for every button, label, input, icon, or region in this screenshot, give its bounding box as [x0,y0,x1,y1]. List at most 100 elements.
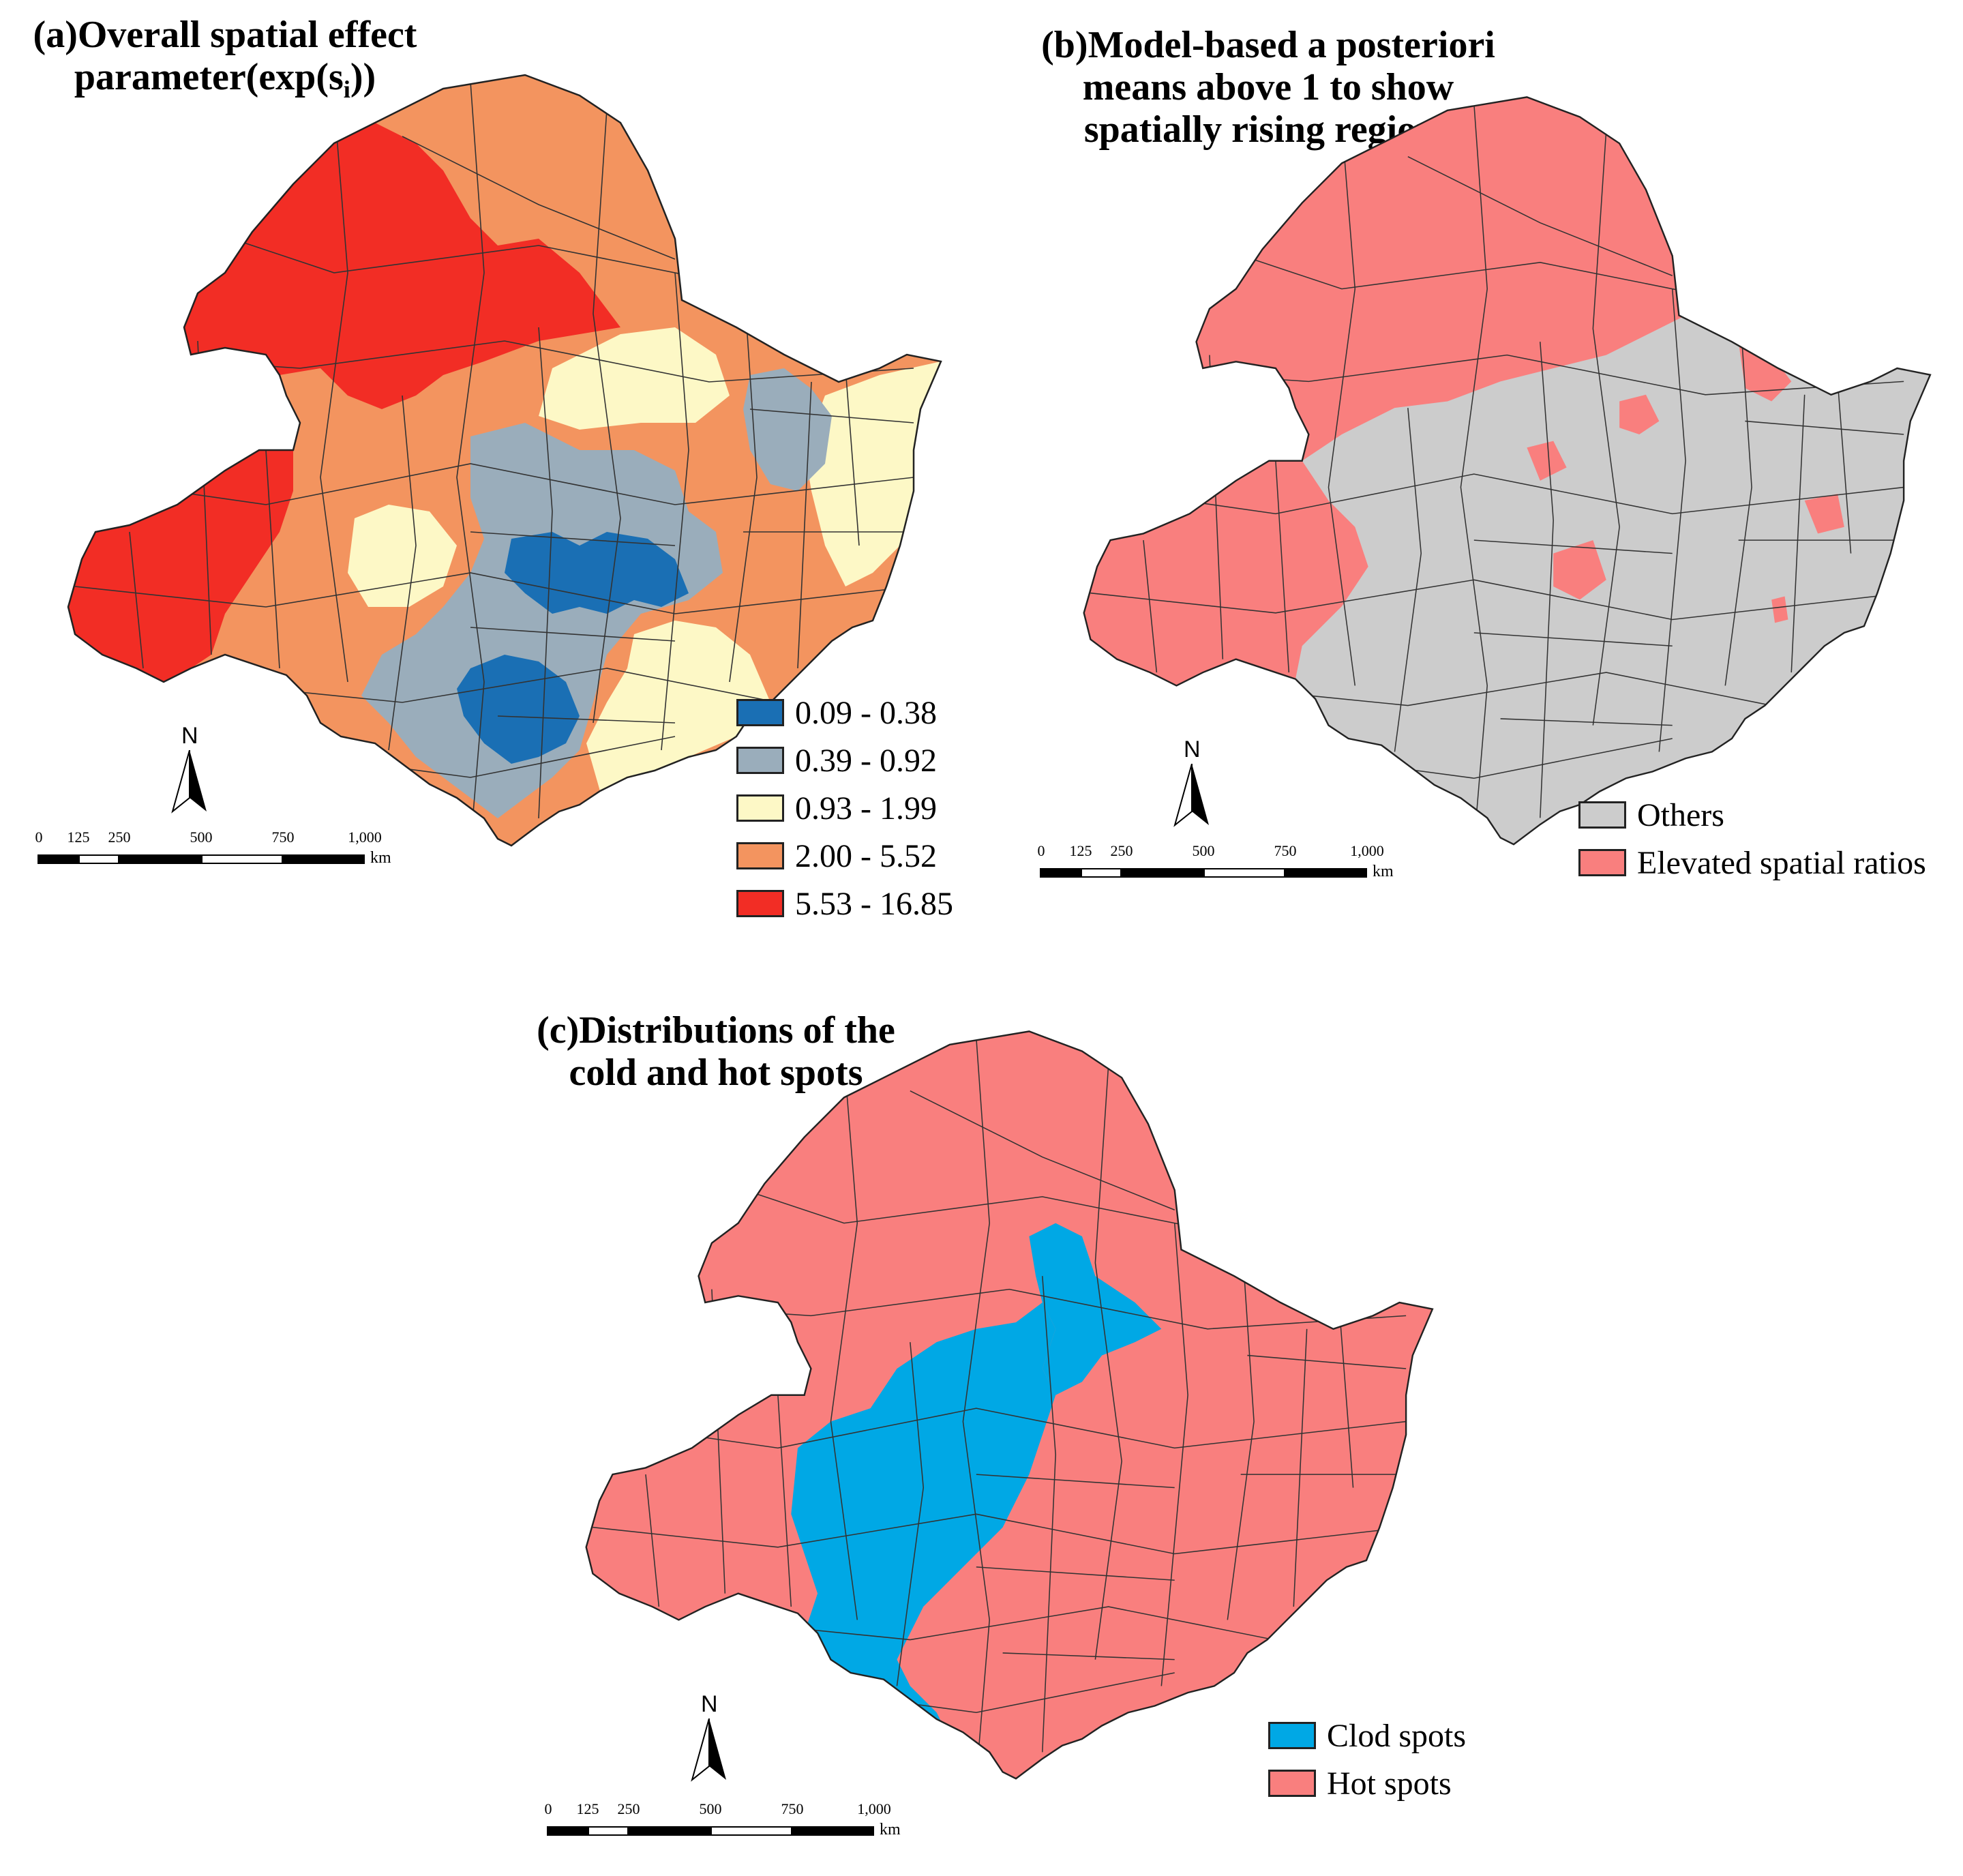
legend-label: 0.93 - 1.99 [795,790,937,827]
map-a-region-red-west [68,450,293,682]
legend-item: 5.53 - 16.85 [736,880,953,927]
legend-item: 0.39 - 0.92 [736,736,953,784]
scale-bar: 0 125 250 500 750 1,000 km [35,829,419,869]
map-a-region-grey-east [743,368,832,491]
scale-segment [710,1826,792,1836]
legend-swatch [1578,801,1626,829]
map-b-region-elevated-3 [1527,441,1567,481]
scale-tick: 125 [67,829,90,846]
map-b-region-elevated-4 [1553,540,1606,600]
map-a [67,74,942,847]
map-c [585,1030,1434,1780]
scale-segment [547,1826,588,1836]
map-c-region-cold-center [791,1302,1056,1779]
legend-label: 2.00 - 5.52 [795,837,937,874]
north-label: N [181,723,198,749]
legend-label: Elevated spatial ratios [1637,844,1926,881]
map-a-region-blue-2 [457,655,580,764]
panel-a-legend: 0.09 - 0.38 0.39 - 0.92 0.93 - 1.99 2.00… [736,689,953,927]
legend-item: 2.00 - 5.52 [736,832,953,880]
legend-item: 0.93 - 1.99 [736,784,953,832]
legend-swatch [736,842,784,869]
scale-segment [629,1826,710,1836]
scale-tick: 0 [1037,842,1045,859]
map-b-region-elevated-5 [1804,494,1844,534]
scale-tick: 250 [1110,842,1133,859]
scale-tick: 750 [271,829,295,846]
scale-segment [78,854,119,864]
scale-unit: km [1373,863,1394,880]
scale-tick: 125 [576,1800,599,1817]
legend-swatch [736,699,784,726]
north-label: N [701,1691,718,1717]
legend-label: Hot spots [1327,1765,1452,1802]
north-arrow-icon: N [169,723,210,818]
panel-a: (a)Overall spatial effect parameter(exp(… [0,0,982,955]
map-a-region-yellow-1 [539,327,730,430]
panel-c-title-line2: cold and hot spots [569,1052,863,1094]
panel-c-legend: Clod spots Hot spots [1268,1712,1466,1807]
map-b-region-elevated-1 [1738,342,1792,402]
panel-a-title-line1: (a)Overall spatial effect [33,14,417,56]
legend-swatch [1578,849,1626,876]
scale-segment [201,854,283,864]
legend-item: Hot spots [1268,1759,1466,1807]
scale-segment [38,854,78,864]
panel-b-legend: Others Elevated spatial ratios [1578,791,1926,887]
map-a-region-grey-center [361,423,723,818]
north-arrow-icon: N [1171,736,1212,832]
map-b-region-elevated-6 [1771,596,1788,623]
map-b [1083,96,1932,846]
scale-segment [1081,868,1122,878]
scale-tick: 0 [35,829,43,846]
scale-tick: 0 [544,1800,552,1817]
scale-tick: 750 [781,1800,804,1817]
scale-tick: 1,000 [1350,842,1384,859]
legend-label: 0.09 - 0.38 [795,694,937,731]
legend-swatch [1268,1722,1316,1749]
north-label: N [1184,736,1201,762]
scale-unit: km [370,849,391,867]
legend-swatch [1268,1770,1316,1797]
map-b-region-elevated-2 [1619,394,1660,434]
panel-a-title-line2: parameter(exp(si)) [74,56,376,104]
scale-bar: 0 125 250 500 750 1,000 km [544,1800,929,1841]
scale-tick: 500 [1192,842,1215,859]
north-arrow-icon: N [689,1691,730,1787]
map-a-region-yellow-2 [805,361,941,586]
scale-segment [119,854,201,864]
legend-label: 0.39 - 0.92 [795,742,937,779]
scale-unit: km [880,1821,901,1838]
legend-item: 0.09 - 0.38 [736,689,953,736]
map-a-region-red-north [184,123,620,409]
scale-segment [1040,868,1081,878]
legend-item: Others [1578,791,1926,839]
legend-item: Elevated spatial ratios [1578,839,1926,887]
map-c-region-cold-ne [1029,1223,1162,1395]
scale-segment [1285,868,1367,878]
panel-c-title: (c)Distributions of the cold and hot spo… [505,1009,927,1094]
panel-b-title-line2: means above 1 to show [1082,66,1454,108]
scale-segment [1122,868,1203,878]
scale-tick: 750 [1274,842,1297,859]
legend-item: Clod spots [1268,1712,1466,1759]
scale-bar: 0 125 250 500 750 1,000 km [1037,842,1422,883]
map-a-region-yellow-4 [586,621,770,791]
panel-c-title-line1: (c)Distributions of the [537,1009,895,1052]
panel-a-title: (a)Overall spatial effect parameter(exp(… [14,14,436,110]
scale-tick: 1,000 [348,829,382,846]
scale-segment [588,1826,629,1836]
scale-tick: 250 [108,829,131,846]
panel-b-title: (b)Model-based a posteriori means above … [995,24,1541,151]
scale-tick: 500 [699,1800,722,1817]
scale-tick: 250 [617,1800,640,1817]
panel-b: (b)Model-based a posteriori means above … [995,0,1963,955]
scale-tick: 500 [190,829,213,846]
legend-label: 5.53 - 16.85 [795,885,953,922]
legend-label: Others [1637,796,1724,833]
scale-segment [1203,868,1285,878]
map-a-region-yellow-3 [348,505,457,607]
legend-swatch [736,747,784,774]
scale-tick: 1,000 [857,1800,891,1817]
scale-segment [283,854,365,864]
